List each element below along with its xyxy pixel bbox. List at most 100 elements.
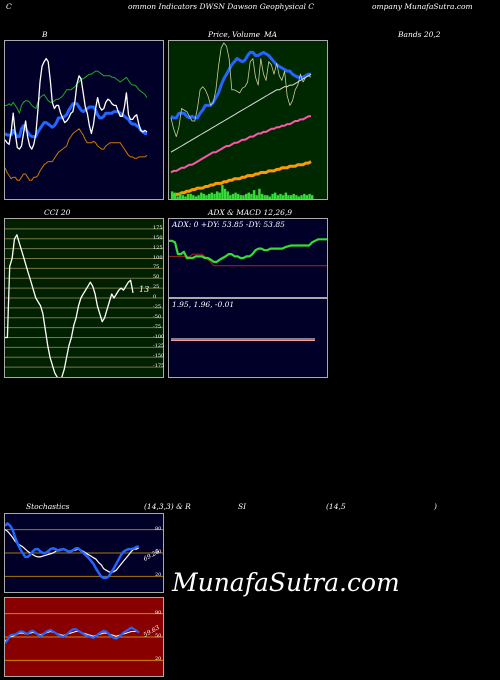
price-ma-pink-line — [170, 115, 311, 174]
rsi-panel: 80 50 20 59.63 — [4, 597, 164, 677]
si-label: SI — [238, 502, 247, 511]
volume-bar — [215, 191, 219, 199]
volume-bar — [281, 195, 285, 199]
paren-label: ) — [434, 502, 437, 511]
bands-label: Bands 20,2 — [398, 30, 441, 39]
volume-bar — [258, 188, 261, 199]
volume-bar — [271, 193, 274, 199]
price-panel — [168, 40, 328, 200]
cci-tick-label: 100 — [153, 254, 163, 261]
volume-bar — [263, 195, 266, 199]
bb-lower-line — [5, 128, 148, 181]
cci-tick-label: 175 — [153, 224, 163, 231]
volume-bar — [252, 190, 256, 199]
volume-bar — [210, 192, 213, 199]
volume-bar — [284, 192, 287, 199]
volume-bar — [266, 195, 269, 199]
adx-minus-line — [169, 253, 327, 267]
volume-bar — [289, 195, 293, 199]
volume-bar — [250, 193, 253, 199]
volume-bar — [300, 195, 303, 199]
cci-chart — [5, 228, 163, 377]
bb-middle-line — [5, 102, 147, 139]
volume-bar — [295, 195, 298, 199]
adx-chart — [169, 238, 327, 267]
macd-chart — [171, 338, 315, 341]
cci-tick-label: 50 — [153, 274, 160, 281]
volume-bar — [297, 196, 301, 199]
volume-bar — [192, 195, 195, 199]
volume-bar — [221, 185, 224, 199]
bb-label: B — [42, 30, 48, 39]
cci-panel: 175 150 125 100 75 50 25 0 -25 -50 -75 -100 -125 -150… — [4, 218, 164, 378]
cci-tick-label: 75 — [153, 264, 160, 271]
adx-panel: ADX: 0 +DY: 53.85 -DY: 53.85 — [168, 218, 328, 298]
price-ma-white-line — [170, 73, 312, 153]
volume-bar — [276, 195, 280, 199]
volume-bar — [305, 195, 309, 199]
volume-bar — [186, 193, 190, 199]
stoch-params-label: (14,3,3) & R — [144, 502, 191, 511]
volume-bar — [171, 191, 174, 199]
volume-bar — [279, 193, 282, 199]
stoch-panel: 80 50 20 69.26 — [4, 513, 164, 593]
volume-bar — [184, 196, 187, 199]
volume-bar — [181, 195, 184, 199]
volume-bar — [231, 193, 235, 199]
volume-bar — [242, 195, 245, 199]
volume-bar — [274, 192, 277, 199]
rsi-tick-label: 50 — [155, 633, 162, 639]
cci-tick-label: -150 — [153, 353, 165, 360]
price-chart — [170, 42, 314, 199]
stoch-chart — [5, 522, 163, 580]
volume-bar — [268, 196, 272, 199]
price-label: Price, — [208, 30, 231, 39]
volume-bar — [208, 193, 211, 199]
cci-tick-label: -175 — [153, 363, 165, 370]
rsi-params-label: (14,5 — [326, 502, 346, 511]
cci-tick-label: -50 — [153, 313, 162, 320]
cci-tick-label: 0 — [153, 294, 157, 300]
cci-annotation: 13 — [139, 285, 150, 294]
price-ma-orange-line — [171, 160, 312, 198]
volume-bar — [292, 193, 295, 199]
adx-annotation: ADX: 0 +DY: 53.85 -DY: 53.85 — [172, 220, 285, 229]
volume-bar — [239, 195, 243, 199]
volume-bar — [303, 193, 306, 199]
volume-bar — [237, 193, 240, 199]
cci-label: CCI 20 — [44, 208, 71, 217]
adx-label: ADX & MACD 12,26,9 — [208, 208, 293, 217]
volume-bar — [197, 195, 200, 199]
volume-bar — [205, 195, 208, 199]
header-title-right: ompany MunafaSutra.com — [372, 2, 473, 11]
bollinger-chart — [5, 57, 148, 181]
rsi-tick-label: 20 — [155, 656, 162, 663]
stoch-tick-label: 80 — [155, 525, 162, 532]
ma-label: MA — [264, 30, 278, 39]
price-close-line — [170, 42, 312, 137]
bb-price-line — [5, 57, 148, 150]
volume-bar — [308, 193, 311, 199]
volume-bar — [176, 196, 179, 199]
volume-bar — [213, 193, 216, 199]
cci-line — [5, 234, 134, 377]
volume-bar — [173, 192, 176, 199]
rsi-tick-label: 80 — [155, 609, 162, 616]
bb-upper-line — [5, 70, 148, 114]
volume-bar — [178, 192, 182, 199]
volume-bar — [229, 195, 232, 199]
cci-tick-label: -75 — [153, 323, 162, 330]
watermark: MunafaSutra.com — [172, 568, 400, 597]
volume-bar — [223, 188, 227, 199]
volume-bar — [234, 192, 237, 199]
volume-bar — [260, 193, 264, 199]
volume-bar — [202, 193, 206, 199]
rsi-chart — [5, 613, 163, 661]
cci-tick-label: -100 — [153, 333, 165, 340]
stoch-d-line — [5, 522, 139, 580]
cci-tick-label: -125 — [153, 343, 165, 350]
bollinger-panel — [4, 40, 164, 200]
adx-plus-line — [169, 238, 327, 264]
volume-bar — [255, 195, 258, 199]
price-ma-blue-line — [170, 50, 311, 120]
